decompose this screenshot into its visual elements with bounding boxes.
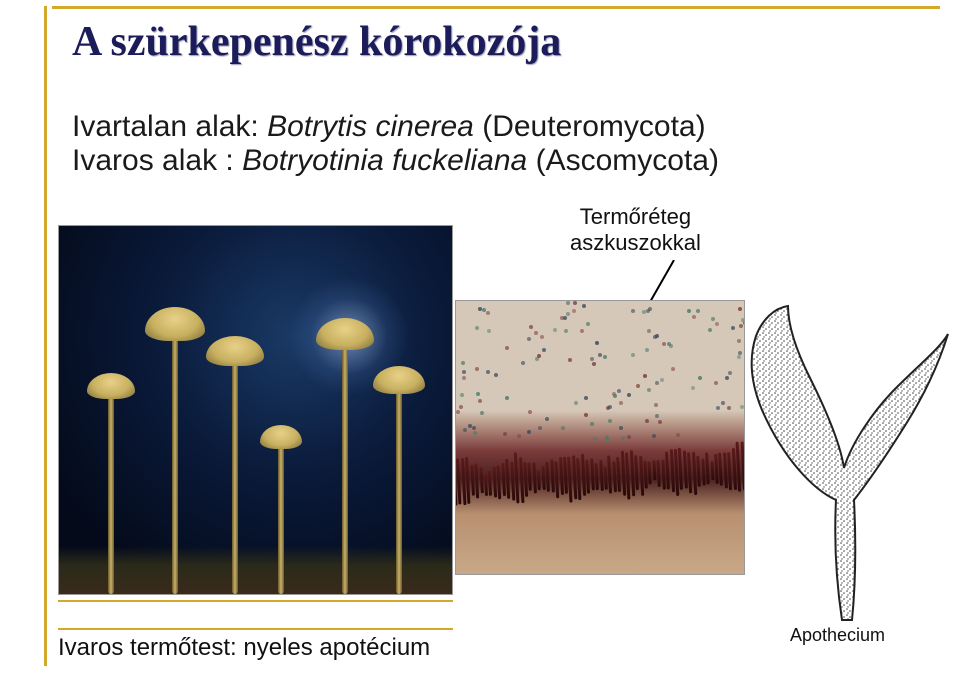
line2-plain: Ivaros alak : (72, 144, 242, 177)
line1-tail: (Deuteromycota) (482, 110, 705, 143)
annotation-label: Termőréteg aszkuszokkal (570, 204, 701, 257)
line1-italic: Botrytis cinerea (267, 110, 482, 143)
photo-micrograph (455, 300, 745, 575)
body-line-2: Ivaros alak : Botryotinia fuckeliana (As… (72, 144, 719, 178)
body-text: Ivartalan alak: Botrytis cinerea (Deuter… (72, 110, 719, 178)
slide-root: A szürkepenész kórokozója Ivartalan alak… (0, 0, 960, 685)
mushroom (278, 444, 284, 594)
slide-title: A szürkepenész kórokozója (72, 18, 561, 66)
diagram-apothecium (744, 260, 954, 660)
mushroom (396, 388, 402, 594)
line2-italic: Botryotinia fuckeliana (242, 144, 536, 177)
mushroom (232, 360, 238, 594)
micrograph-hymenium (455, 435, 745, 511)
photo-ground (59, 546, 452, 594)
title-part2: ürkepenész kórokozója (146, 19, 562, 65)
mushroom (172, 334, 178, 594)
photo-apothecia (58, 225, 453, 595)
micrograph-speckles (456, 301, 744, 438)
mushroom (108, 394, 114, 594)
bottom-caption: Ivaros termőtest: nyeles apotécium (58, 634, 430, 662)
annotation-line2: aszkuszokkal (570, 230, 701, 255)
accent-left-rule (44, 6, 47, 666)
title-part1: A sz (72, 19, 146, 65)
line2-tail: (Ascomycota) (536, 144, 719, 177)
body-line-1: Ivartalan alak: Botrytis cinerea (Deuter… (72, 110, 719, 144)
diagram-label: Apothecium (790, 625, 885, 646)
annotation-line1: Termőréteg (580, 204, 691, 229)
mushroom (342, 344, 348, 594)
accent-top-rule (52, 6, 940, 9)
caption-accent-bar (58, 600, 453, 630)
line1-plain: Ivartalan alak: (72, 110, 267, 143)
